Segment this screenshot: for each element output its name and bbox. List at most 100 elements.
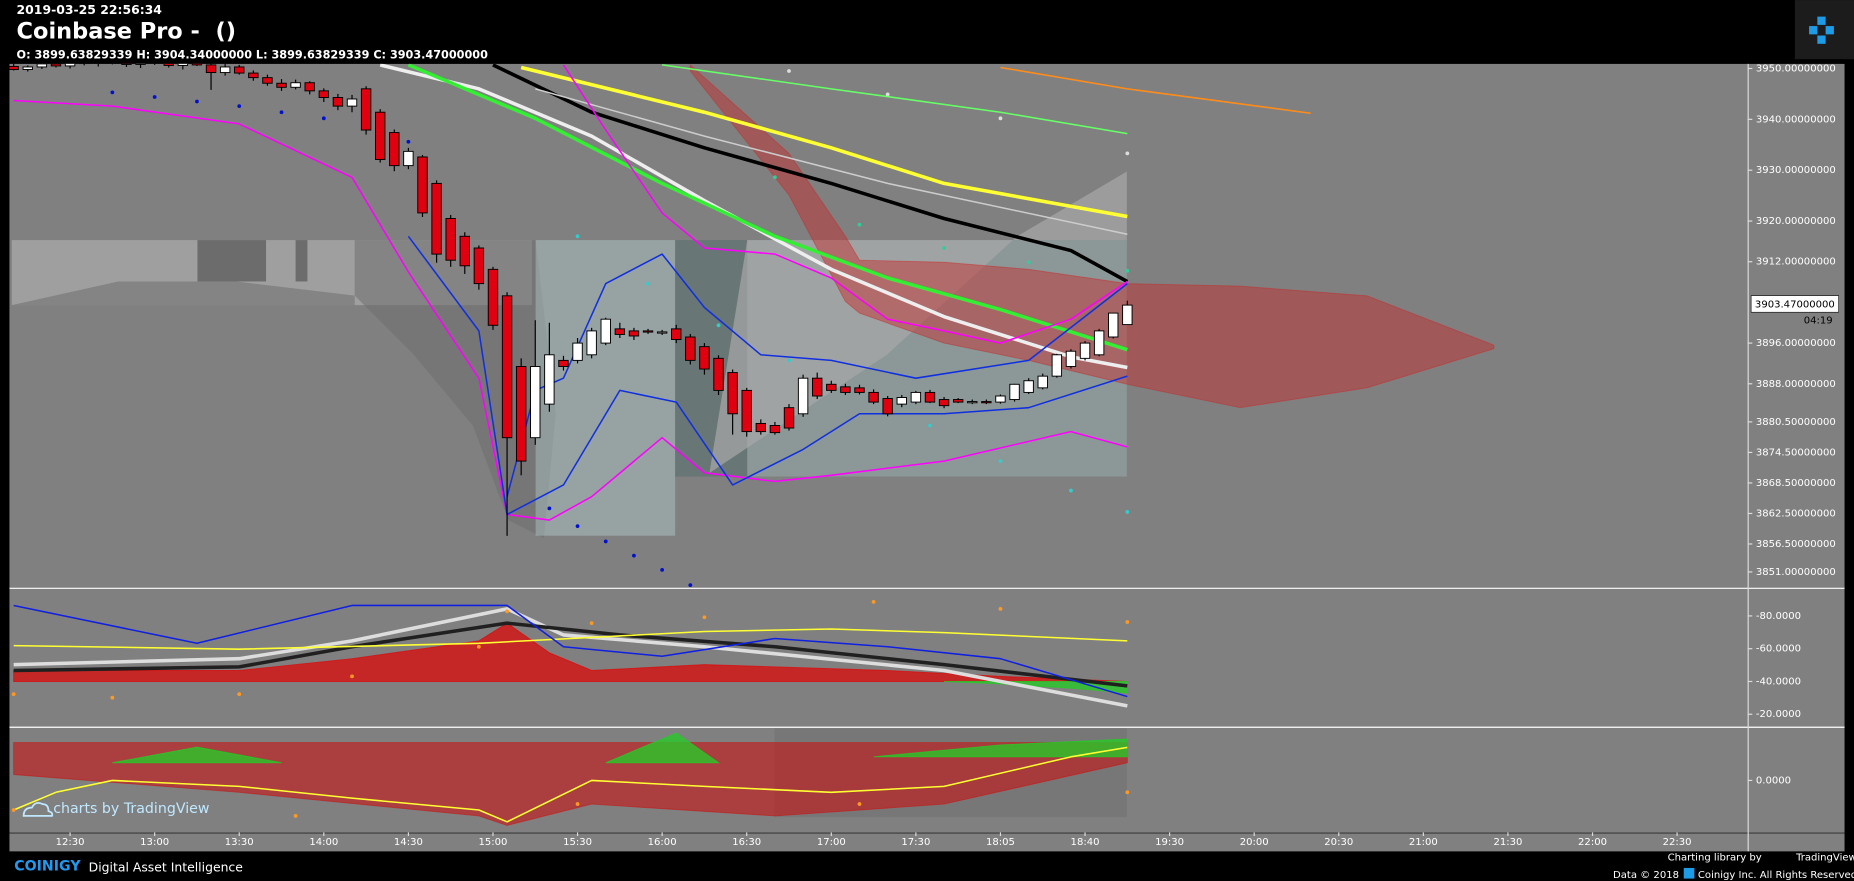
candle-body	[1037, 375, 1048, 389]
candle-body	[403, 150, 414, 167]
watermark[interactable]: charts by TradingView	[22, 801, 210, 817]
logo-box	[1794, 0, 1854, 60]
candle-body	[205, 64, 217, 74]
candle-body	[346, 98, 358, 107]
candle-body	[896, 397, 907, 405]
x-tick-label: 15:00	[478, 837, 507, 848]
candle-body	[487, 268, 499, 326]
dot	[110, 695, 115, 700]
x-tick-label: 13:30	[225, 837, 254, 848]
candle-body	[431, 182, 442, 255]
footer-tagline: Digital Asset Intelligence	[89, 859, 243, 874]
logo	[1794, 0, 1854, 60]
candle-body	[727, 372, 738, 415]
price-label: 3903.47000000	[1755, 300, 1835, 311]
x-tick-label: 18:05	[986, 837, 1015, 848]
price-label-box	[1750, 295, 1839, 313]
countdown: 04:19	[1804, 315, 1833, 326]
candle-body	[685, 336, 696, 361]
dot	[575, 802, 580, 806]
candle-body	[530, 366, 541, 439]
candle-body	[981, 401, 992, 404]
logo-square	[1817, 35, 1826, 44]
dot	[279, 110, 284, 115]
candle-body	[628, 330, 640, 337]
y-tick-label: 3880.50000000	[1756, 417, 1836, 428]
candle-body	[22, 66, 33, 70]
candle-body	[1023, 380, 1034, 393]
candle-body	[854, 387, 865, 393]
line	[535, 88, 1128, 236]
y-tick-label: 3874.50000000	[1756, 447, 1836, 458]
dot	[787, 69, 791, 73]
line	[13, 628, 1128, 650]
candle-body	[417, 156, 428, 214]
title: Coinbase Pro - ()	[17, 18, 236, 44]
x-tick-label: 12:30	[56, 837, 85, 848]
candle-body	[572, 342, 583, 361]
candle-body	[121, 63, 132, 65]
candle-body	[290, 82, 301, 88]
candle-body	[515, 366, 527, 462]
line	[13, 604, 1128, 698]
candle-body	[642, 330, 654, 333]
dot	[11, 692, 16, 696]
candle-body	[459, 235, 470, 267]
y-tick-label: 3940.00000000	[1756, 114, 1836, 125]
candle-body	[50, 63, 62, 67]
candle-body	[614, 328, 626, 335]
dot	[1125, 151, 1130, 156]
dot	[11, 808, 16, 812]
candle-body	[938, 399, 950, 407]
y-tick-label: 3896.00000000	[1756, 338, 1836, 349]
line	[13, 607, 1128, 708]
x-tick-label: 17:00	[817, 837, 846, 848]
dot	[871, 599, 876, 604]
candle-body	[811, 377, 823, 397]
dot	[646, 281, 650, 286]
line	[562, 64, 1128, 344]
candle-body	[1122, 304, 1133, 326]
x-tick-label: 17:30	[901, 837, 930, 848]
logo-square	[1817, 16, 1826, 25]
candle-body	[318, 90, 330, 98]
watermark-text[interactable]: charts by TradingView	[53, 801, 209, 817]
line	[13, 621, 1128, 688]
candle-body	[1009, 383, 1020, 401]
candle-body	[783, 407, 795, 429]
candle-body	[558, 359, 569, 367]
candle-body	[1108, 312, 1119, 338]
candle-body	[219, 66, 231, 74]
footer-credit-brand[interactable]: TradingView	[1795, 852, 1854, 863]
panel	[11, 732, 1130, 826]
candle-body	[882, 398, 893, 415]
candle-body	[1079, 342, 1091, 359]
panel	[11, 599, 1130, 708]
dot	[1125, 790, 1130, 795]
x-tick-label: 14:30	[394, 837, 423, 848]
line	[662, 64, 1128, 135]
dot	[702, 615, 707, 620]
dot	[110, 90, 115, 95]
dot	[787, 358, 791, 363]
band	[13, 742, 1128, 826]
y-tick-label: 3862.50000000	[1756, 508, 1836, 519]
dot	[1125, 268, 1130, 273]
dot	[688, 583, 693, 588]
footer-brand[interactable]: COINIGY	[14, 859, 81, 875]
candle-body	[840, 386, 851, 393]
dot	[1125, 510, 1130, 514]
y-tick-label: 3930.00000000	[1756, 165, 1836, 176]
line	[379, 63, 1128, 370]
shading	[11, 171, 1127, 539]
y-tick-label: 0.0000	[1756, 775, 1791, 786]
candle-body	[191, 63, 203, 66]
chart-area	[9, 63, 1845, 852]
candle-body	[9, 65, 19, 70]
dot	[406, 139, 411, 144]
candle-body	[375, 111, 386, 160]
y-tick-label: -40.0000	[1756, 676, 1801, 687]
band	[689, 63, 1495, 409]
